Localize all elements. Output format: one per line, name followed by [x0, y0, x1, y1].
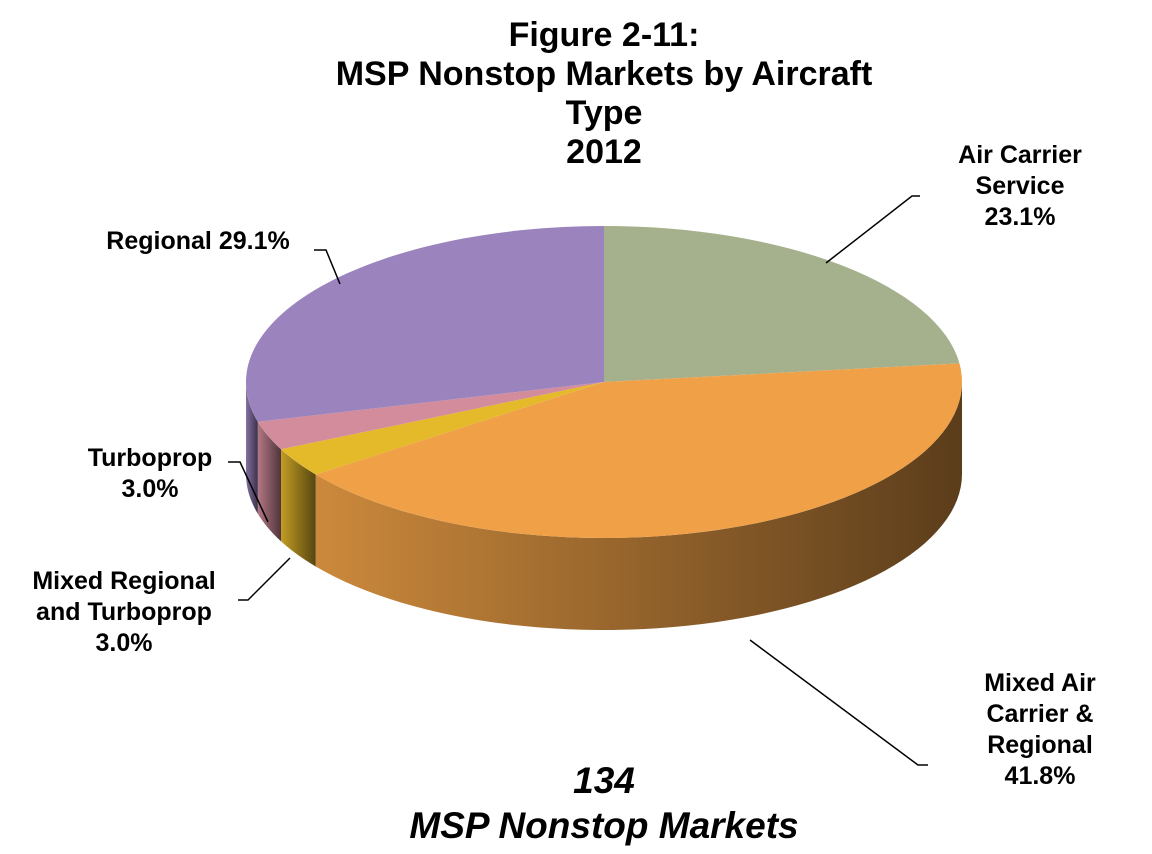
category-label: Turboprop	[87, 444, 213, 472]
category-label: Regional	[106, 227, 212, 255]
leader-line	[228, 461, 269, 523]
total-count: 134	[573, 760, 635, 801]
value-label: 29.1%	[218, 227, 290, 255]
pie-slice	[245, 226, 604, 422]
slice-label: Turboprop 3.0%	[88, 443, 213, 505]
slice-side	[281, 449, 316, 567]
pie-slice	[315, 363, 962, 538]
chart-title: Figure 2-11: MSP Nonstop Markets by Airc…	[335, 16, 873, 171]
slice-label: Air Carrier Service 23.1%	[954, 140, 1086, 233]
total-label: MSP Nonstop Markets	[409, 805, 799, 846]
slice-side	[315, 382, 962, 630]
category-label: Mixed Air Carrier & Regional	[984, 669, 1096, 759]
leader-line	[238, 557, 291, 601]
leader-line	[314, 249, 341, 285]
pie-slice	[281, 382, 604, 475]
pie-slice	[257, 382, 604, 450]
value-label: 3.0%	[95, 629, 153, 657]
leader-line	[825, 195, 920, 264]
category-label: Mixed Regional and Turboprop	[32, 567, 216, 626]
value-label: 41.8%	[1004, 762, 1076, 790]
pie-slice	[604, 226, 960, 382]
value-label: 3.0%	[121, 475, 179, 503]
category-label: Air Carrier Service	[958, 141, 1082, 200]
value-label: 23.1%	[984, 203, 1056, 231]
slice-label: Mixed Air Carrier & Regional 41.8%	[984, 668, 1096, 792]
leader-line	[749, 639, 928, 766]
slice-label: Regional 29.1%	[106, 226, 289, 257]
slice-label: Mixed Regional and Turboprop 3.0%	[32, 566, 215, 659]
